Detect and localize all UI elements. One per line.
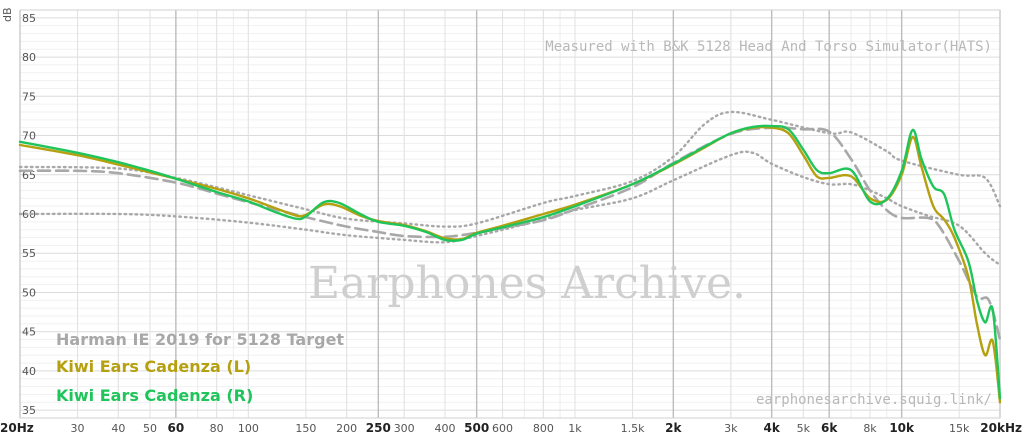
x-tick-label: 500 [464,421,489,435]
site-annotation: earphonesarchive.squig.link/ [756,392,992,408]
x-tick-label: 60 [168,421,185,435]
x-tick-label: 100 [238,422,259,435]
x-tick-label: 6k [821,421,838,435]
y-tick-label: 40 [22,365,36,378]
x-tick-label: 15k [949,422,970,435]
x-tick-label: 300 [394,422,415,435]
x-tick-label: 150 [295,422,316,435]
x-tick-label: 5k [797,422,811,435]
y-tick-label: 50 [22,286,36,299]
y-tick-label: 60 [22,208,36,221]
y-tick-label: 55 [22,247,36,260]
x-tick-label: 80 [210,422,224,435]
x-tick-label: 1k [568,422,582,435]
harman-target-curve [18,126,1002,341]
x-axis-labels: 20Hz 30 40 50 60 80 100 150 200 250 300 400 500 600 80… [0,421,1022,435]
x-tick-label: 250 [366,421,391,435]
x-tick-label: 800 [533,422,554,435]
y-tick-label: 85 [22,12,36,25]
x-tick-label: 8k [863,422,877,435]
x-tick-label: 600 [492,422,513,435]
legend: Harman IE 2019 for 5128 Target Kiwi Ears… [56,330,344,405]
x-tick-label: 40 [111,422,125,435]
x-tick-label: 10k [889,421,915,435]
measurement-annotation: Measured with B&K 5128 Head And Torso Si… [545,39,992,55]
y-tick-label: 80 [22,51,36,64]
y-tick-label: 35 [22,404,36,417]
x-tick-label: 30 [71,422,85,435]
x-tick-label: 200 [336,422,357,435]
y-tick-label: 45 [22,326,36,339]
y-axis-unit: dB [1,7,14,22]
x-tick-label: 2k [665,421,682,435]
x-tick-label: 20Hz [0,421,34,435]
x-tick-label: 400 [435,422,456,435]
legend-item-cadenza-left: Kiwi Ears Cadenza (L) [56,357,251,376]
legend-item-cadenza-right: Kiwi Ears Cadenza (R) [56,386,253,405]
reference-lower-dotted-curve [18,150,1002,267]
grid-lines [19,9,1001,419]
series-curves [18,110,1002,404]
x-tick-label: 3k [724,422,738,435]
x-tick-label: 4k [763,421,780,435]
cadenza-right-curve [18,124,1002,400]
x-tick-label: 20kHz [980,421,1022,435]
x-tick-label: 50 [143,422,157,435]
reference-upper-dotted-curve [18,110,1002,228]
y-tick-label: 70 [22,130,36,143]
y-tick-label: 75 [22,90,36,103]
watermark-text: Earphones Archive. [308,258,746,309]
legend-item-harman-target: Harman IE 2019 for 5128 Target [56,330,344,349]
x-tick-label: 1.5k [621,422,645,435]
